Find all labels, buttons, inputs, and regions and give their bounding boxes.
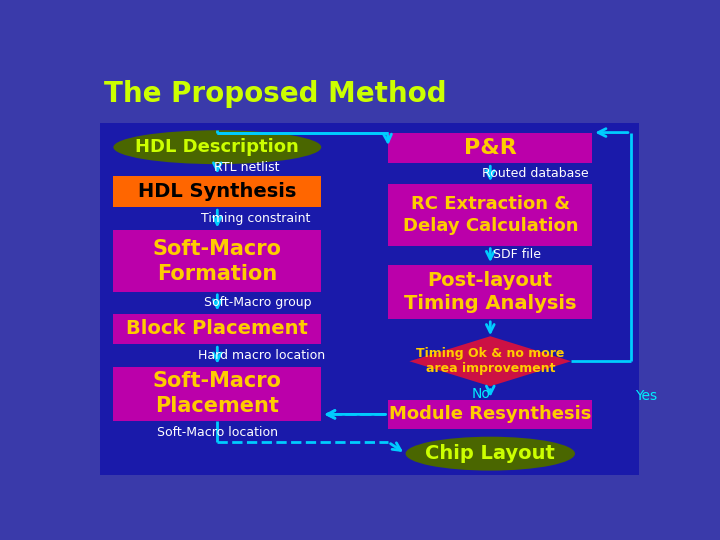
Text: RC Extraction &
Delay Calculation: RC Extraction & Delay Calculation — [402, 195, 578, 235]
Text: HDL Synthesis: HDL Synthesis — [138, 183, 297, 201]
FancyBboxPatch shape — [113, 231, 321, 292]
Text: Soft-Macro
Placement: Soft-Macro Placement — [153, 371, 282, 416]
Text: Post-layout
Timing Analysis: Post-layout Timing Analysis — [404, 271, 577, 313]
FancyBboxPatch shape — [113, 177, 321, 207]
Text: The Proposed Method: The Proposed Method — [104, 80, 446, 108]
FancyBboxPatch shape — [92, 65, 647, 120]
Text: P&R: P&R — [464, 138, 517, 158]
Ellipse shape — [113, 130, 321, 164]
FancyBboxPatch shape — [388, 265, 593, 319]
Polygon shape — [410, 336, 571, 386]
Text: Chip Layout: Chip Layout — [426, 444, 555, 463]
Text: Hard macro location: Hard macro location — [199, 349, 325, 362]
Text: Timing constraint: Timing constraint — [201, 212, 310, 225]
FancyBboxPatch shape — [388, 184, 593, 246]
FancyBboxPatch shape — [388, 400, 593, 429]
Text: HDL Description: HDL Description — [135, 138, 300, 156]
Text: Routed database: Routed database — [482, 167, 588, 180]
Ellipse shape — [405, 437, 575, 470]
Text: Timing Ok & no more
area improvement: Timing Ok & no more area improvement — [416, 347, 564, 375]
Text: Soft-Macro group: Soft-Macro group — [204, 296, 311, 309]
Text: Yes: Yes — [636, 389, 657, 403]
Text: SDF file: SDF file — [493, 248, 541, 261]
FancyBboxPatch shape — [99, 123, 639, 475]
Text: Module Resynthesis: Module Resynthesis — [389, 406, 591, 423]
Text: RTL netlist: RTL netlist — [214, 161, 279, 174]
FancyBboxPatch shape — [113, 367, 321, 421]
Text: Soft-Macro location: Soft-Macro location — [157, 427, 278, 440]
Text: No: No — [472, 387, 490, 401]
Text: Soft-Macro
Formation: Soft-Macro Formation — [153, 239, 282, 284]
FancyBboxPatch shape — [113, 314, 321, 345]
FancyBboxPatch shape — [388, 132, 593, 164]
Text: Block Placement: Block Placement — [127, 320, 308, 339]
